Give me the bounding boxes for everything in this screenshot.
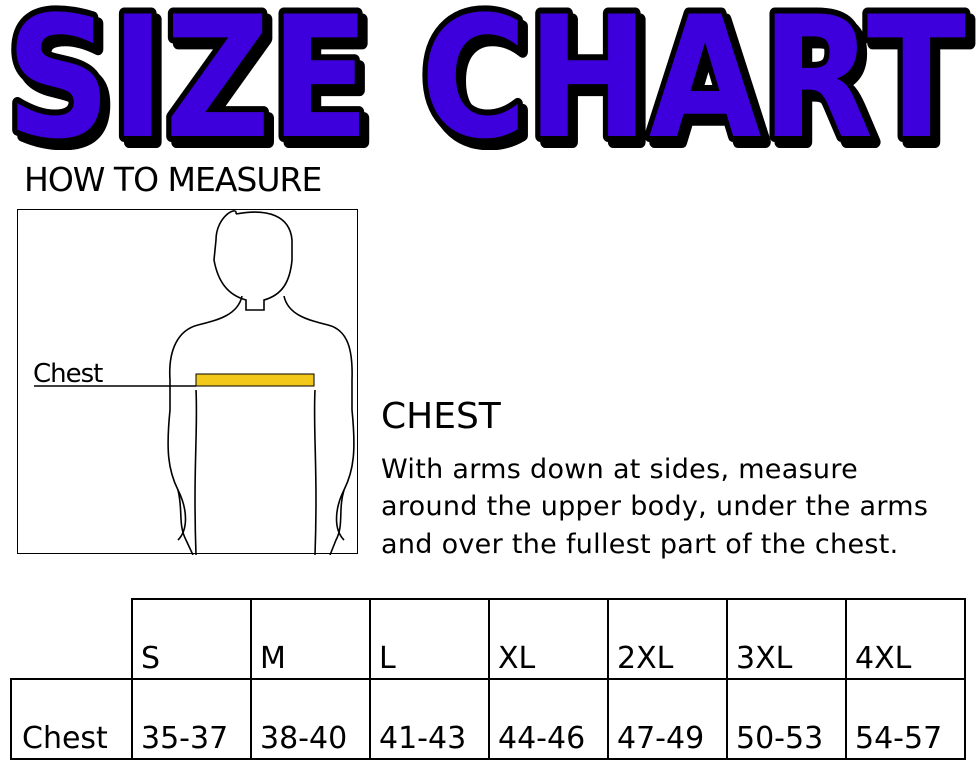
empty-cell: [11, 599, 132, 680]
measurement-figure: Chest: [17, 209, 358, 556]
chest-row: Chest 35-37 38-40 41-43 44-46 47-49 50-5…: [10, 678, 966, 760]
size-header-row: S M L XL 2XL 3XL 4XL: [11, 598, 966, 680]
chest-value: 41-43: [369, 678, 490, 760]
human-torso-icon: Chest: [33, 210, 355, 556]
instruction-line: around the upper body, under the arms: [381, 491, 929, 522]
size-header: M: [250, 598, 371, 680]
size-chart-title: SIZE CHART: [0, 0, 972, 150]
size-table: S M L XL 2XL 3XL 4XL Chest 35-37 38-40 4…: [10, 598, 966, 760]
size-header: 4XL: [845, 598, 966, 680]
how-to-measure-heading: HOW TO MEASURE: [24, 160, 322, 199]
chest-value: 50-53: [726, 678, 847, 760]
size-header: 2XL: [607, 598, 728, 680]
chest-heading: CHEST: [381, 396, 501, 437]
size-header: XL: [488, 598, 609, 680]
chest-figure-label: Chest: [33, 359, 103, 389]
chest-value: 38-40: [250, 678, 371, 760]
size-header: L: [369, 598, 490, 680]
size-header: 3XL: [726, 598, 847, 680]
instruction-line: and over the fullest part of the chest.: [381, 529, 899, 560]
size-header: S: [131, 598, 252, 680]
instruction-line: With arms down at sides, measure: [381, 454, 859, 485]
chest-value: 54-57: [845, 678, 966, 760]
chest-value: 47-49: [607, 678, 728, 760]
chest-value: 44-46: [488, 678, 609, 760]
title-text: SIZE CHART: [6, 0, 966, 150]
row-label: Chest: [10, 678, 133, 760]
chest-value: 35-37: [131, 678, 252, 760]
